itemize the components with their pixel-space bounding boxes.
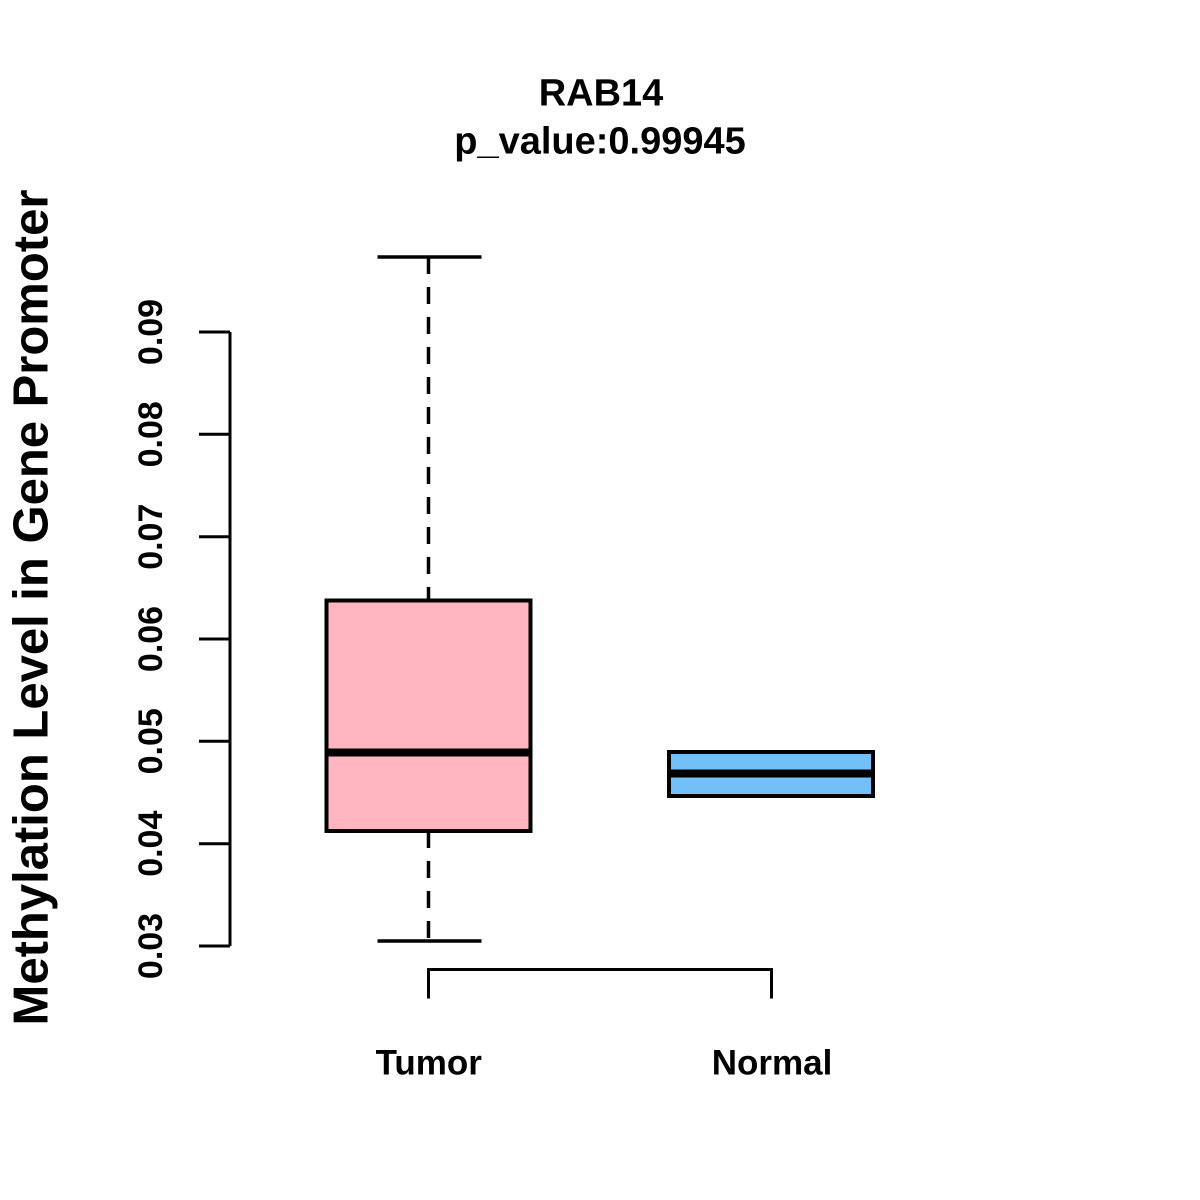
svg-text:0.08: 0.08 xyxy=(132,401,170,467)
svg-text:0.09: 0.09 xyxy=(132,299,170,365)
svg-text:RAB14: RAB14 xyxy=(539,73,664,115)
svg-text:0.04: 0.04 xyxy=(132,811,170,877)
svg-text:Tumor: Tumor xyxy=(376,1044,483,1083)
svg-text:0.06: 0.06 xyxy=(132,606,170,672)
svg-text:Methylation Level in Gene Prom: Methylation Level in Gene Promoter xyxy=(5,190,59,1026)
svg-text:0.07: 0.07 xyxy=(132,504,170,570)
svg-text:0.05: 0.05 xyxy=(132,708,170,774)
svg-text:p_value:0.99945: p_value:0.99945 xyxy=(454,121,746,163)
svg-text:Normal: Normal xyxy=(712,1044,833,1083)
svg-text:0.03: 0.03 xyxy=(132,913,170,979)
